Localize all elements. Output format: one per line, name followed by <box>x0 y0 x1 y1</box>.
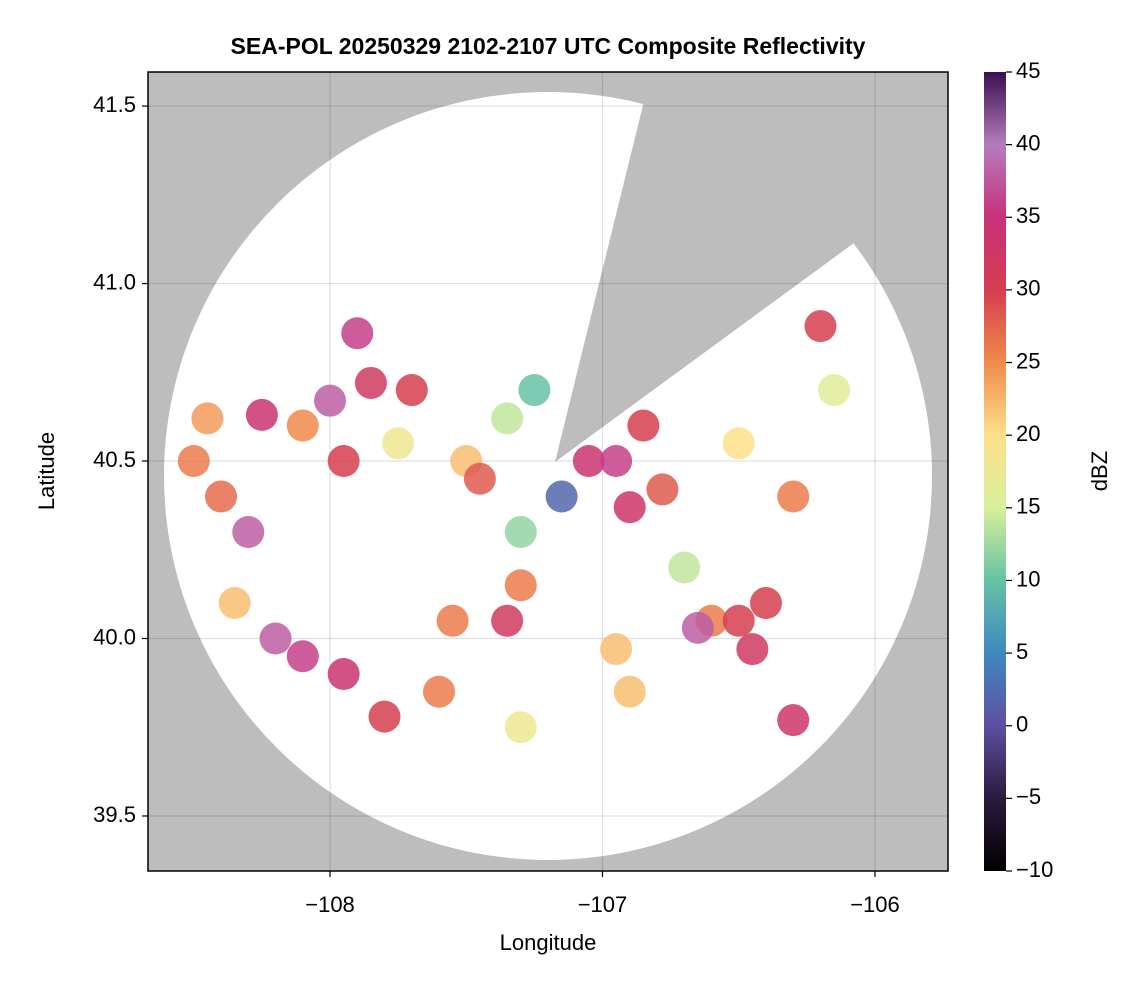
echo-cell <box>245 398 278 431</box>
echo-cell <box>613 675 646 708</box>
y-tick-label: 41.0 <box>93 269 136 294</box>
echo-cell <box>504 569 537 602</box>
echoes <box>177 310 851 744</box>
colorbar-tick-label: −5 <box>1016 784 1041 809</box>
echo-cell <box>205 480 238 513</box>
echo-cell <box>341 317 374 350</box>
echo-cell <box>722 604 755 637</box>
echo-cell <box>436 604 469 637</box>
echo-cell <box>354 366 387 399</box>
echo-cell <box>314 384 347 417</box>
echo-cell <box>736 633 769 666</box>
echo-cell <box>191 402 224 435</box>
echo-cell <box>627 409 660 442</box>
echo-cell <box>518 374 551 407</box>
echo-cell <box>777 480 810 513</box>
x-tick-label: −106 <box>850 892 900 917</box>
echo-cell <box>286 640 319 673</box>
colorbar-tick-label: −10 <box>1016 857 1053 882</box>
echo-cell <box>218 587 251 620</box>
echo-cell <box>600 633 633 666</box>
colorbar-tick-label: 35 <box>1016 203 1040 228</box>
x-axis-label: Longitude <box>500 930 597 955</box>
y-tick-label: 40.0 <box>93 624 136 649</box>
echo-cell <box>395 374 428 407</box>
echo-cell <box>600 445 633 478</box>
colorbar-tick-label: 40 <box>1016 130 1040 155</box>
echo-cell <box>423 675 456 708</box>
colorbar-tick-label: 30 <box>1016 276 1040 301</box>
echo-cell <box>804 310 837 343</box>
blocked-sector <box>555 72 898 462</box>
chart-title: SEA-POL 20250329 2102-2107 UTC Composite… <box>231 33 866 59</box>
echo-cell <box>368 700 401 733</box>
colorbar-tick-label: 45 <box>1016 58 1040 83</box>
echo-cell <box>382 427 415 460</box>
echo-cell <box>504 516 537 549</box>
colorbar-tick-label: 15 <box>1016 494 1040 519</box>
y-axis-label: Latitude <box>34 432 59 510</box>
echo-cell <box>491 604 524 637</box>
echo-cell <box>327 658 360 691</box>
colorbar-tick-label: 5 <box>1016 639 1028 664</box>
echo-cell <box>504 711 537 744</box>
x-tick-label: −107 <box>578 892 628 917</box>
echo-cell <box>545 480 578 513</box>
echo-cell <box>668 551 701 584</box>
x-tick-label: −108 <box>305 892 355 917</box>
echo-cell <box>327 445 360 478</box>
y-tick-label: 39.5 <box>93 802 136 827</box>
colorbar-tick-label: 20 <box>1016 421 1040 446</box>
echo-cell <box>722 427 755 460</box>
echo-cell <box>613 491 646 524</box>
y-tick-label: 41.5 <box>93 92 136 117</box>
echo-cell <box>232 516 265 549</box>
colorbar-tick-label: 10 <box>1016 566 1040 591</box>
echo-cell <box>286 409 319 442</box>
echo-cell <box>681 611 714 644</box>
echo-cell <box>646 473 679 506</box>
colorbar-tick-label: 0 <box>1016 712 1028 737</box>
colorbar-tick-label: 25 <box>1016 348 1040 373</box>
echo-cell <box>572 445 605 478</box>
echo-cell <box>818 374 851 407</box>
colorbar <box>984 72 1006 871</box>
echo-cell <box>463 462 496 495</box>
y-tick-label: 40.5 <box>93 447 136 472</box>
echo-cell <box>491 402 524 435</box>
colorbar-label: dBZ <box>1087 451 1112 491</box>
echo-cell <box>177 445 210 478</box>
echo-cell <box>259 622 292 655</box>
echo-cell <box>777 704 810 737</box>
plot-frame <box>147 71 949 872</box>
echo-cell <box>749 587 782 620</box>
